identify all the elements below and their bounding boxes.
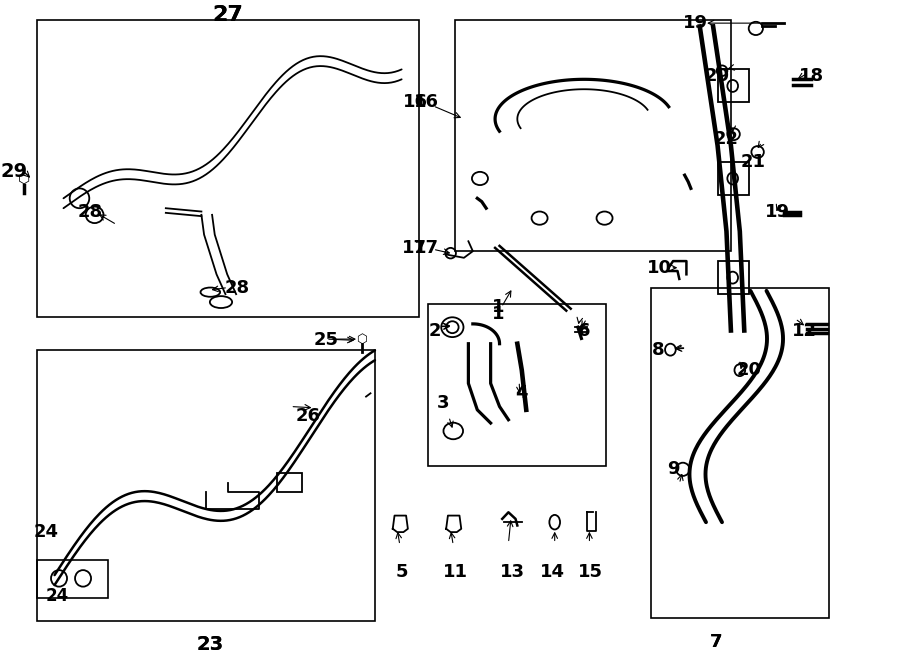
- Text: 14: 14: [540, 563, 565, 581]
- Text: 1: 1: [491, 305, 504, 323]
- Text: 27: 27: [212, 5, 244, 24]
- Bar: [455, 20, 731, 251]
- Text: 24: 24: [46, 587, 69, 605]
- Bar: [37, 350, 375, 621]
- Text: 7: 7: [709, 633, 722, 652]
- Text: 1: 1: [491, 298, 504, 317]
- Text: 20: 20: [736, 361, 761, 379]
- Text: 4: 4: [516, 384, 528, 403]
- Text: 17: 17: [414, 239, 439, 257]
- Text: 19: 19: [765, 202, 789, 221]
- Text: 2: 2: [428, 321, 441, 340]
- Text: 7: 7: [709, 633, 722, 652]
- Text: 13: 13: [500, 563, 526, 581]
- Text: 15: 15: [578, 563, 603, 581]
- Text: 26: 26: [296, 407, 320, 426]
- Bar: [717, 69, 749, 102]
- Text: 28: 28: [224, 278, 249, 297]
- Text: 3: 3: [437, 394, 450, 412]
- Text: 19: 19: [683, 14, 707, 32]
- Text: 25: 25: [313, 331, 338, 350]
- Text: 23: 23: [197, 635, 224, 654]
- Text: 5: 5: [395, 563, 408, 581]
- Text: 18: 18: [798, 67, 824, 85]
- Text: 28: 28: [77, 202, 103, 221]
- Text: 22: 22: [714, 130, 739, 148]
- Text: 23: 23: [197, 635, 224, 654]
- Bar: [717, 261, 749, 294]
- Text: 20: 20: [705, 67, 730, 85]
- Bar: [277, 473, 302, 492]
- Text: 12: 12: [792, 321, 817, 340]
- Text: 10: 10: [647, 258, 672, 277]
- Bar: [651, 288, 829, 618]
- Text: 29: 29: [1, 163, 28, 181]
- Text: 8: 8: [652, 341, 664, 360]
- Bar: [717, 162, 749, 195]
- Text: 27: 27: [212, 5, 244, 24]
- Bar: [37, 560, 108, 598]
- Text: ⬡: ⬡: [356, 332, 367, 346]
- Text: 11: 11: [443, 563, 467, 581]
- Text: 16: 16: [414, 93, 439, 112]
- Text: ⬡: ⬡: [18, 171, 31, 186]
- Text: 21: 21: [741, 153, 766, 171]
- Bar: [428, 304, 607, 466]
- Text: 17: 17: [401, 239, 427, 257]
- Text: 24: 24: [33, 523, 58, 541]
- Text: 9: 9: [667, 460, 680, 479]
- Text: 16: 16: [403, 93, 428, 112]
- Text: 6: 6: [578, 321, 590, 340]
- Bar: [37, 20, 419, 317]
